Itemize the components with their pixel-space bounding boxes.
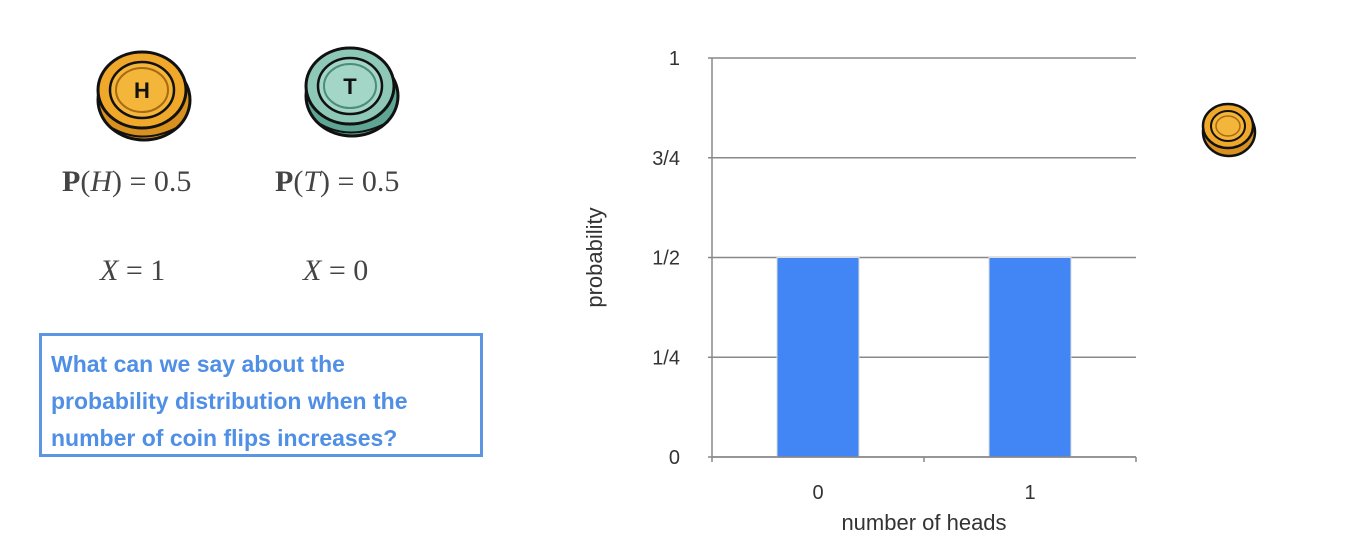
prob-heads-value: = 0.5: [122, 165, 192, 198]
bar: [988, 257, 1072, 458]
y-axis-label: probability: [582, 207, 607, 307]
y-tick-label: 3/4: [652, 148, 680, 170]
heads-coin-letter: H: [134, 78, 150, 103]
y-tick-label: 1/2: [652, 248, 680, 270]
x-heads-var: X: [100, 254, 119, 287]
probability-bar-chart: 0 1/4 1/2 3/4 1 0 1 number of heads probability: [582, 48, 1137, 535]
question-line-3: number of coin flips increases?: [51, 425, 398, 451]
y-tick-label: 1/4: [652, 347, 680, 369]
heads-coin-icon: H: [96, 50, 192, 142]
x-tick-label: 0: [812, 482, 823, 504]
prob-tails-prefix: P: [275, 165, 294, 198]
tails-coin-letter: T: [343, 74, 357, 99]
bar: [776, 257, 860, 458]
prob-heads-formula: P(H) = 0.5: [62, 165, 192, 198]
y-tick-label: 0: [669, 447, 680, 469]
y-tick-label: 1: [669, 48, 680, 70]
x-tails-var: X: [303, 254, 322, 287]
x-tick-label: 1: [1024, 482, 1035, 504]
question-box: What can we say about the probability di…: [39, 333, 483, 457]
tails-coin-icon: T: [304, 46, 400, 138]
x-heads-value: X = 1: [100, 254, 165, 288]
prob-heads-prefix: P: [62, 165, 81, 198]
x-heads-rest: = 1: [118, 254, 166, 287]
prob-tails-formula: P(T) = 0.5: [275, 165, 400, 198]
prob-tails-var: T: [303, 165, 321, 198]
question-line-2: probability distribution when the: [51, 388, 408, 414]
small-coin-icon: [1201, 102, 1257, 158]
question-line-1: What can we say about the: [51, 351, 345, 377]
x-tails-value: X = 0: [303, 254, 368, 288]
x-tails-rest: = 0: [321, 254, 369, 287]
prob-heads-var: H: [90, 165, 112, 198]
prob-tails-value: = 0.5: [330, 165, 400, 198]
x-axis-label: number of heads: [841, 510, 1006, 535]
